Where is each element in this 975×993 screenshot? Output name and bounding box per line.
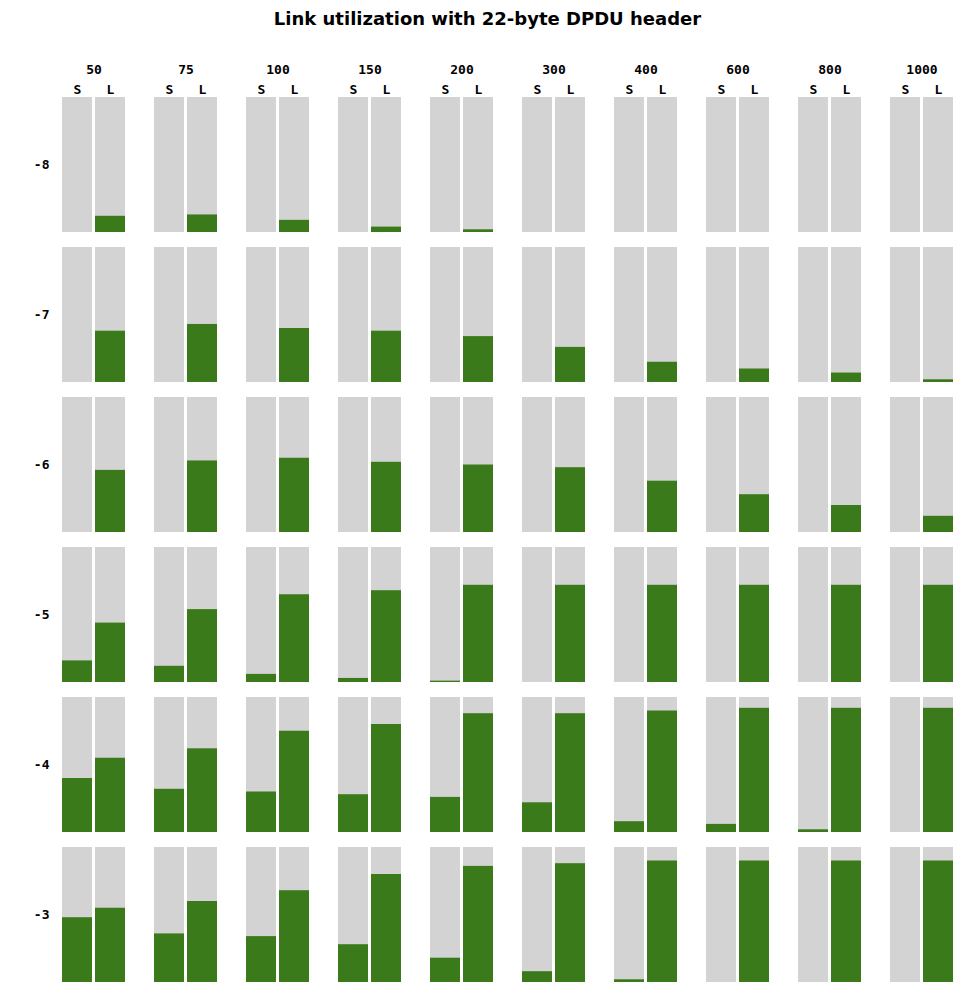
svg-text:-7: -7 bbox=[34, 307, 50, 322]
svg-text:S: S bbox=[74, 82, 82, 97]
svg-text:S: S bbox=[902, 82, 910, 97]
svg-text:L: L bbox=[107, 82, 115, 97]
svg-text:S: S bbox=[718, 82, 726, 97]
svg-text:300: 300 bbox=[542, 62, 566, 77]
svg-text:L: L bbox=[199, 82, 207, 97]
svg-text:L: L bbox=[935, 82, 943, 97]
svg-text:L: L bbox=[291, 82, 299, 97]
svg-text:600: 600 bbox=[726, 62, 750, 77]
svg-text:200: 200 bbox=[450, 62, 474, 77]
svg-text:-5: -5 bbox=[34, 607, 50, 622]
svg-text:L: L bbox=[383, 82, 391, 97]
svg-text:S: S bbox=[258, 82, 266, 97]
svg-text:-3: -3 bbox=[34, 907, 50, 922]
svg-text:-4: -4 bbox=[34, 757, 50, 772]
svg-text:-6: -6 bbox=[34, 457, 50, 472]
svg-text:S: S bbox=[442, 82, 450, 97]
svg-text:L: L bbox=[751, 82, 759, 97]
svg-text:S: S bbox=[534, 82, 542, 97]
svg-text:-8: -8 bbox=[34, 157, 50, 172]
svg-text:S: S bbox=[166, 82, 174, 97]
svg-text:L: L bbox=[843, 82, 851, 97]
svg-text:S: S bbox=[626, 82, 634, 97]
svg-text:1000: 1000 bbox=[906, 62, 937, 77]
svg-text:L: L bbox=[659, 82, 667, 97]
svg-text:100: 100 bbox=[266, 62, 290, 77]
html-text:Link utilization with 22-byte: Link utilization with 22-byte DPDU heade… bbox=[273, 8, 702, 29]
svg-text:400: 400 bbox=[634, 62, 658, 77]
svg-text:S: S bbox=[810, 82, 818, 97]
svg-text:L: L bbox=[475, 82, 483, 97]
svg-text:L: L bbox=[567, 82, 575, 97]
svg-text:150: 150 bbox=[358, 62, 382, 77]
svg-text:75: 75 bbox=[178, 62, 194, 77]
svg-text:S: S bbox=[350, 82, 358, 97]
svg-text:800: 800 bbox=[818, 62, 842, 77]
svg-text:50: 50 bbox=[86, 62, 102, 77]
